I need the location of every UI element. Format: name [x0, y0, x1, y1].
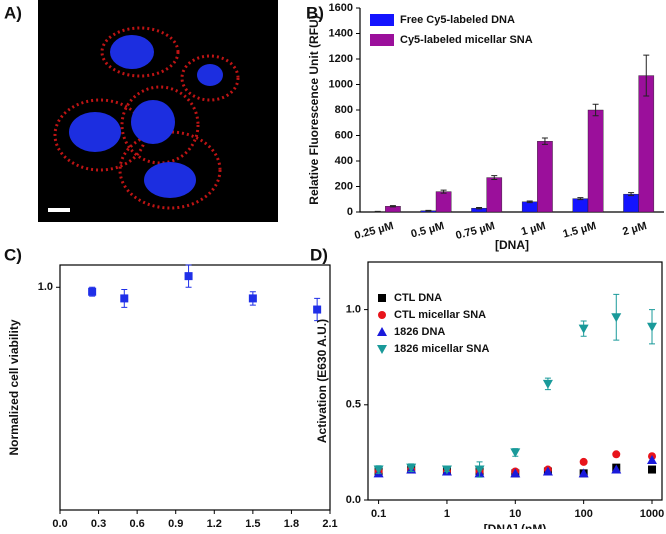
x-axis-label: [DNA] — [495, 238, 529, 252]
marker — [543, 380, 553, 389]
x-tick-label: 1000 — [640, 508, 664, 520]
x-tick-label: 0.25 µM — [353, 220, 395, 242]
marker — [88, 288, 96, 296]
bar — [487, 178, 502, 212]
y-tick-label: 1200 — [329, 53, 353, 65]
x-tick-label: 1.2 — [207, 518, 222, 529]
y-tick-label: 0.5 — [346, 399, 361, 411]
x-tick-label: 10 — [509, 508, 521, 520]
plot-frame — [60, 265, 330, 510]
microscopy-image — [38, 0, 278, 222]
marker — [579, 325, 589, 334]
y-axis-label: Normalized cell viability — [7, 319, 21, 455]
legend-label: 1826 micellar SNA — [394, 343, 489, 355]
y-axis-label: Activation (E630 A.U.) — [315, 319, 329, 443]
x-tick-label: 0.3 — [91, 518, 106, 529]
bar — [522, 202, 537, 212]
error-bar — [375, 211, 381, 212]
x-axis-label: [DNA] (nM) — [484, 522, 547, 529]
marker — [611, 313, 621, 322]
legend-marker — [377, 327, 387, 336]
legend-label: 1826 DNA — [394, 326, 445, 338]
legend-swatch — [370, 34, 394, 46]
marker — [510, 448, 520, 457]
x-tick-label: 0.5 µM — [410, 220, 446, 240]
x-tick-label: 0.9 — [168, 518, 183, 529]
legend-label: Cy5-labeled micellar SNA — [400, 34, 533, 46]
bar — [436, 192, 451, 212]
y-tick-label: 400 — [335, 155, 353, 167]
y-tick-label: 1.0 — [346, 304, 361, 316]
y-tick-label: 0.0 — [346, 494, 361, 506]
marker — [647, 323, 657, 332]
marker — [313, 306, 321, 314]
y-tick-label: 1000 — [329, 78, 353, 90]
panel-label: C) — [4, 245, 22, 264]
panel-label: A) — [4, 3, 22, 22]
marker — [648, 466, 656, 474]
x-tick-label: 1.5 µM — [562, 220, 598, 240]
marker — [612, 450, 620, 458]
legend-marker — [378, 311, 386, 319]
x-tick-label: 1 — [444, 508, 450, 520]
y-tick-label: 200 — [335, 180, 353, 192]
y-axis-label: Relative Fluorescence Unit (RFU) — [307, 15, 321, 204]
y-tick-label: 800 — [335, 104, 353, 116]
x-tick-label: 2 µM — [621, 220, 648, 238]
y-tick-label: 1600 — [329, 2, 353, 14]
marker — [580, 458, 588, 466]
x-tick-label: 0.6 — [129, 518, 144, 529]
legend-swatch — [370, 14, 394, 26]
legend-marker — [378, 294, 386, 302]
panel-label: D) — [310, 245, 328, 264]
x-tick-label: 1.5 — [245, 518, 260, 529]
bar — [623, 194, 638, 212]
y-tick-label: 0 — [347, 206, 353, 218]
x-tick-label: 1 µM — [520, 220, 547, 238]
y-tick-label: 1.0 — [38, 281, 53, 293]
bar — [588, 110, 603, 212]
legend-marker — [377, 345, 387, 354]
legend-label: CTL micellar SNA — [394, 309, 486, 321]
x-tick-label: 0.0 — [52, 518, 67, 529]
bar — [537, 141, 552, 212]
x-tick-label: 1.8 — [284, 518, 299, 529]
bar — [573, 199, 588, 212]
y-tick-label: 600 — [335, 129, 353, 141]
x-tick-label: 100 — [574, 508, 592, 520]
marker — [120, 294, 128, 302]
x-tick-label: 0.1 — [371, 508, 386, 520]
x-tick-label: 0.75 µM — [454, 220, 496, 242]
legend-label: CTL DNA — [394, 292, 442, 304]
y-tick-label: 1400 — [329, 27, 353, 39]
legend-label: Free Cy5-labeled DNA — [400, 14, 515, 26]
marker — [249, 294, 257, 302]
marker — [185, 272, 193, 280]
error-bar — [425, 210, 431, 211]
x-tick-label: 2.1 — [322, 518, 337, 529]
